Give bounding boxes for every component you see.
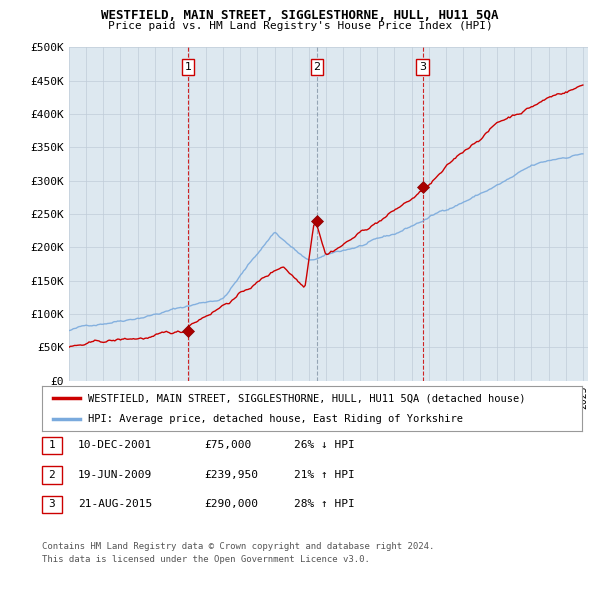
Text: £290,000: £290,000 <box>204 500 258 509</box>
Text: 2: 2 <box>313 62 320 72</box>
Text: £239,950: £239,950 <box>204 470 258 480</box>
Text: 3: 3 <box>49 500 55 509</box>
Text: 1: 1 <box>49 441 55 450</box>
Text: £75,000: £75,000 <box>204 441 251 450</box>
Text: 21-AUG-2015: 21-AUG-2015 <box>78 500 152 509</box>
Text: WESTFIELD, MAIN STREET, SIGGLESTHORNE, HULL, HU11 5QA: WESTFIELD, MAIN STREET, SIGGLESTHORNE, H… <box>101 9 499 22</box>
Text: 28% ↑ HPI: 28% ↑ HPI <box>294 500 355 509</box>
Text: 26% ↓ HPI: 26% ↓ HPI <box>294 441 355 450</box>
Text: 21% ↑ HPI: 21% ↑ HPI <box>294 470 355 480</box>
Text: This data is licensed under the Open Government Licence v3.0.: This data is licensed under the Open Gov… <box>42 555 370 563</box>
Text: 10-DEC-2001: 10-DEC-2001 <box>78 441 152 450</box>
Text: 19-JUN-2009: 19-JUN-2009 <box>78 470 152 480</box>
Text: WESTFIELD, MAIN STREET, SIGGLESTHORNE, HULL, HU11 5QA (detached house): WESTFIELD, MAIN STREET, SIGGLESTHORNE, H… <box>88 394 526 404</box>
Text: 1: 1 <box>185 62 191 72</box>
Text: 2: 2 <box>49 470 55 480</box>
Text: Price paid vs. HM Land Registry's House Price Index (HPI): Price paid vs. HM Land Registry's House … <box>107 21 493 31</box>
Text: Contains HM Land Registry data © Crown copyright and database right 2024.: Contains HM Land Registry data © Crown c… <box>42 542 434 550</box>
Text: 3: 3 <box>419 62 426 72</box>
Text: HPI: Average price, detached house, East Riding of Yorkshire: HPI: Average price, detached house, East… <box>88 414 463 424</box>
